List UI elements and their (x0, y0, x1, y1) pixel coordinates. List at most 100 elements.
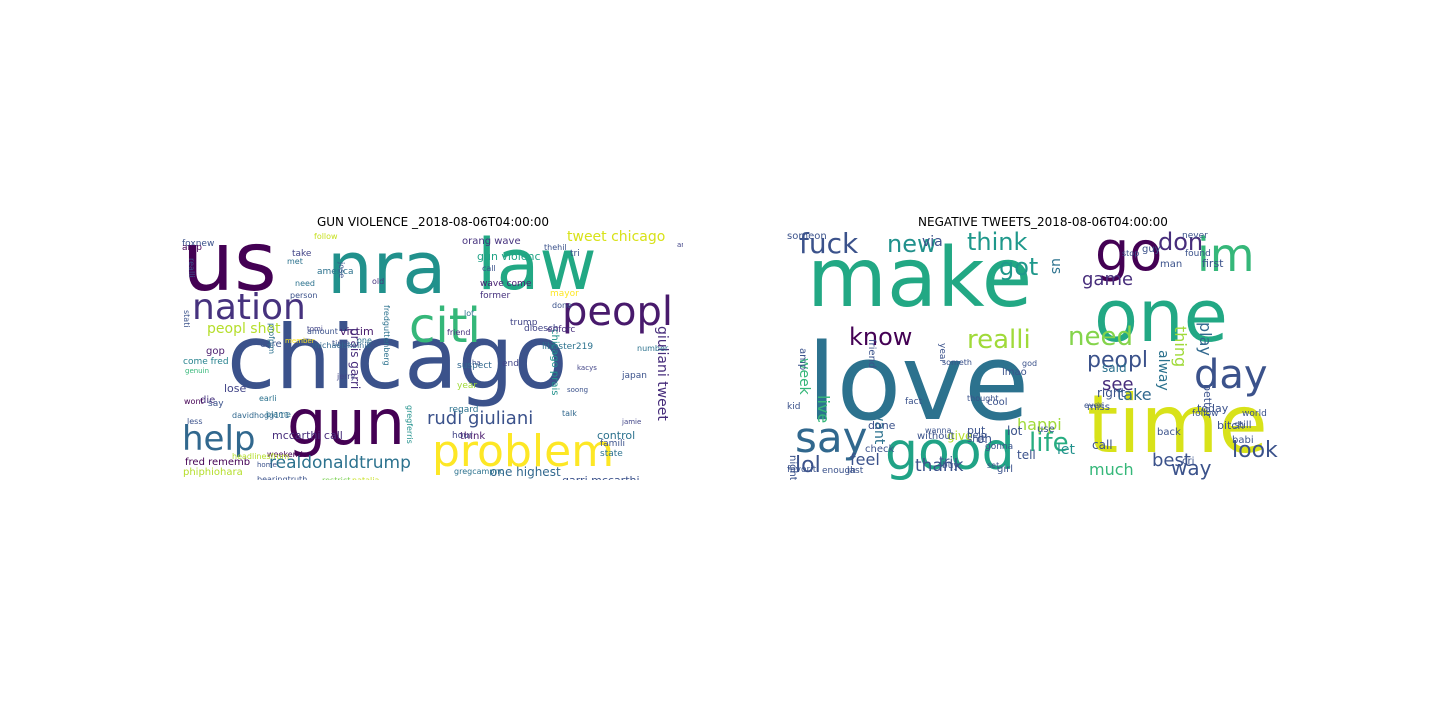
cloud-word: call (1092, 438, 1113, 452)
cloud-word: michaelskolnik (312, 341, 372, 350)
cloud-word: got (999, 253, 1039, 281)
cloud-word: fred rememb (185, 457, 251, 468)
cloud-word: done (552, 301, 572, 310)
cloud-word: america (317, 267, 354, 277)
cloud-word: fact (905, 397, 923, 407)
cloud-word: garri mccarthi (562, 475, 640, 480)
cloud-word: day (1194, 352, 1268, 398)
cloud-word: let (1057, 442, 1075, 458)
cloud-word: friend (866, 339, 877, 369)
cloud-word: peopl (562, 289, 673, 335)
cloud-word: nation (192, 287, 306, 328)
cloud-word: libbster219 (542, 342, 594, 352)
cloud-word: shit (967, 434, 986, 445)
cloud-word: need (295, 279, 315, 288)
cloud-word: come fred (183, 357, 229, 367)
cloud-word: orang wave (462, 236, 521, 247)
cloud-word: don (1158, 230, 1204, 256)
cloud-word: oh (977, 432, 992, 446)
cloud-word: amount (307, 327, 338, 336)
word-cloud-gun-violence: us nra law chicago nation citi peopl gun help pro… (177, 230, 683, 480)
cloud-word: law (477, 230, 597, 306)
cloud-word: earli (259, 394, 277, 403)
cloud-word: friend (447, 328, 471, 337)
cloud-word: foxnew (182, 239, 215, 249)
cloud-word: jose (337, 262, 346, 279)
cloud-word: bitch (1217, 419, 1245, 432)
cloud-word: citi (409, 298, 481, 354)
cloud-word: tell (1017, 448, 1036, 462)
cloud-word: mayor (550, 289, 579, 299)
cloud-word: miss (1087, 402, 1110, 413)
cloud-word: ha (472, 359, 481, 367)
cloud-word: person (290, 291, 318, 300)
cloud-word: think (967, 230, 1028, 256)
cloud-word: control (597, 429, 636, 442)
cloud-word: never (1182, 231, 1208, 241)
cloud-word: know (849, 323, 913, 351)
cloud-word: one (1094, 274, 1228, 358)
cloud-word: wanna (925, 426, 952, 435)
cloud-word: wont (184, 397, 204, 406)
cloud-word: old (372, 277, 385, 286)
cloud-word: said (1102, 361, 1127, 375)
cloud-word: realdonaldtrump (269, 453, 411, 473)
cloud-word: home (257, 461, 277, 469)
cloud-word: mccarthi call (272, 429, 343, 442)
cloud-word: fuck (799, 230, 859, 260)
cloud-word: cool (987, 397, 1008, 408)
cloud-word: take (1117, 385, 1152, 404)
cloud-word: nra (327, 230, 447, 310)
cloud-word: amp (182, 243, 202, 253)
cloud-word: enforc (547, 325, 576, 335)
cloud-word: today (1197, 402, 1229, 415)
cloud-word: realli (967, 325, 1031, 355)
cloud-word: think (460, 431, 486, 442)
cloud-word: set (987, 461, 1000, 470)
cloud-word: tomi (307, 325, 323, 333)
cloud-word: lmao (1002, 367, 1027, 378)
cloud-word: gun violenc (477, 250, 541, 263)
cloud-word: year (457, 381, 478, 391)
cloud-word: guy (1142, 244, 1161, 255)
cloud-word: need (1068, 322, 1133, 352)
cloud-word: tweet chicago (567, 230, 666, 245)
cloud-word: japan (622, 371, 647, 381)
cloud-word: buy (942, 461, 959, 471)
cloud-word: still (1234, 420, 1252, 431)
cloud-word: gregferris (405, 405, 414, 444)
cloud-word: dloesch (524, 324, 559, 334)
cloud-word: game (1082, 269, 1134, 290)
cloud-word: follow (1192, 409, 1219, 419)
cloud-word: use (1037, 424, 1055, 435)
cloud-word: davidhogg111 (232, 411, 290, 420)
cloud-word: chicago prais (549, 329, 560, 396)
cloud-word: last (847, 466, 864, 476)
cloud-word: found (1185, 249, 1211, 259)
cloud-word: im (1197, 230, 1255, 282)
cloud-word: tri (570, 249, 580, 259)
cloud-title: NEGATIVE TWEETS_2018-08-06T04:00:00 (918, 215, 1168, 229)
cloud-word: via (922, 234, 943, 250)
cloud-word: take (292, 249, 312, 259)
cloud-word: way (1171, 456, 1212, 480)
cloud-word: gun (287, 386, 405, 459)
cloud-word: see (1102, 374, 1134, 395)
cloud-word: favorit (787, 465, 817, 475)
word-cloud-negative-tweets: make love time one im go good say day realli need f… (787, 230, 1295, 480)
cloud-title: GUN VIOLENCE _2018-08-06T04:00:00 (316, 215, 550, 229)
cloud-word: someth (942, 358, 972, 367)
cloud-word: met (287, 257, 303, 266)
cloud-word: less (187, 417, 203, 426)
cloud-word: help (967, 431, 987, 441)
cloud-word: thought (967, 394, 999, 403)
cloud-word: life (1029, 428, 1069, 458)
cloud-word: time (1087, 378, 1268, 471)
cloud-word: stop (1122, 249, 1140, 258)
cloud-word: stati (182, 310, 191, 328)
cloud-word: bearingtruth (257, 475, 308, 481)
cloud-word: one (357, 336, 372, 345)
cloud-word: thing (1171, 326, 1190, 368)
cloud-word: regard (449, 405, 479, 415)
cloud-word: weekend (267, 450, 303, 459)
